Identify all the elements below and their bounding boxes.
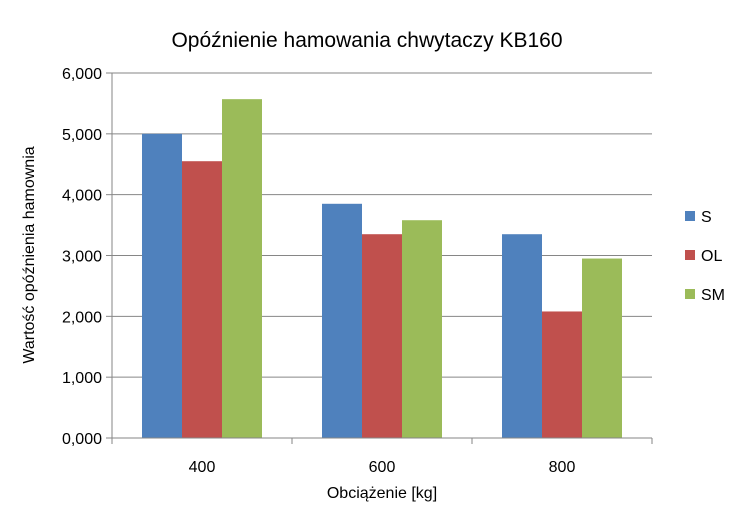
legend-swatch-sm <box>685 289 695 299</box>
y-tick-label: 4,000 <box>62 188 102 205</box>
x-tick-label: 800 <box>549 459 576 476</box>
bar-s-600 <box>322 203 362 438</box>
y-tick-label: 3,000 <box>62 249 102 266</box>
bar-ol-800 <box>542 311 582 438</box>
y-axis-ticks: 0,000 1,000 2,000 3,000 4,000 5,000 6,000 <box>62 66 102 448</box>
axes <box>106 72 653 444</box>
legend-swatch-ol <box>685 250 695 260</box>
legend-label-ol: OL <box>701 248 722 265</box>
x-axis-ticks: 400 600 800 <box>189 459 576 476</box>
x-tick-label: 400 <box>189 459 216 476</box>
chart-title: Opóźnienie hamowania chwytaczy KB160 <box>171 29 562 52</box>
y-tick-label: 0,000 <box>62 431 102 448</box>
legend-label-sm: SM <box>701 287 725 304</box>
bar-s-400 <box>142 133 182 439</box>
bar-ol-400 <box>182 161 222 439</box>
legend: S OL SM <box>685 209 725 304</box>
bars <box>142 99 622 439</box>
y-tick-label: 6,000 <box>62 66 102 83</box>
y-axis-label: Wartość opóźnienia hamownia <box>21 146 38 363</box>
y-tick-label: 5,000 <box>62 127 102 144</box>
bar-sm-800 <box>582 258 622 438</box>
bar-s-800 <box>502 234 542 438</box>
y-tick-label: 1,000 <box>62 370 102 387</box>
bar-ol-600 <box>362 234 402 438</box>
bar-sm-400 <box>222 99 262 439</box>
y-tick-label: 2,000 <box>62 309 102 326</box>
bar-sm-600 <box>402 220 442 438</box>
legend-swatch-s <box>685 211 695 221</box>
legend-label-s: S <box>701 209 712 226</box>
x-tick-label: 600 <box>369 459 396 476</box>
x-axis-label: Obciążenie [kg] <box>327 485 437 502</box>
